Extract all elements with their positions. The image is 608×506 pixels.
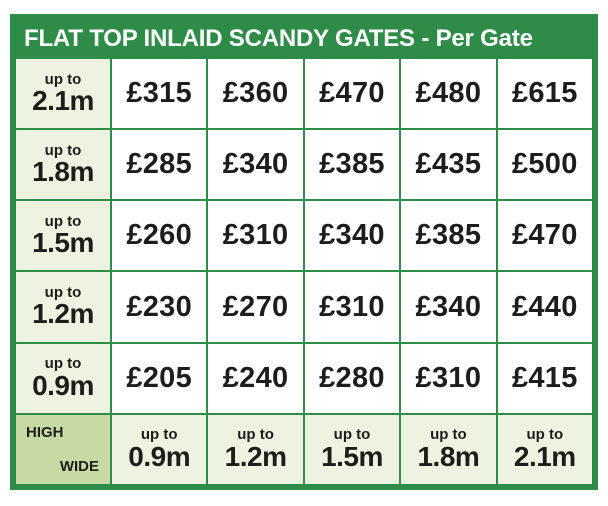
row-header-height: up to 1.5m xyxy=(16,201,110,271)
price-cell: £340 xyxy=(304,201,400,271)
height-value: 2.1m xyxy=(32,84,94,116)
price-cell: £435 xyxy=(401,130,496,200)
width-value: 1.5m xyxy=(321,440,383,472)
wide-label: WIDE xyxy=(59,457,99,475)
price-cell: £360 xyxy=(208,59,303,129)
height-value: 1.2m xyxy=(32,298,94,330)
price-cell: £340 xyxy=(401,272,496,342)
price-cell: £270 xyxy=(208,272,303,342)
price-cell: £385 xyxy=(304,130,400,200)
up-to-label: up to xyxy=(237,426,274,444)
price-cell: £470 xyxy=(304,59,400,129)
column-header-width: up to 1.8m xyxy=(401,414,496,484)
price-cell: £500 xyxy=(497,130,592,200)
price-cell: £340 xyxy=(208,130,303,200)
up-to-label: up to xyxy=(140,426,178,444)
price-cell: £230 xyxy=(112,272,207,342)
up-to-label: up to xyxy=(333,426,371,444)
width-value: 1.8m xyxy=(417,440,480,472)
price-cell: £310 xyxy=(304,272,400,342)
price-cell: £415 xyxy=(497,343,592,413)
up-to-label: up to xyxy=(44,355,82,373)
width-value: 1.2m xyxy=(224,440,287,472)
height-value: 1.5m xyxy=(32,227,94,259)
price-cell: £260 xyxy=(112,201,207,271)
price-cell: £285 xyxy=(112,130,207,200)
corner-high-wide-cell: HIGH WIDE xyxy=(16,414,110,484)
price-cell: £310 xyxy=(208,201,303,271)
height-value: 1.8m xyxy=(32,156,94,188)
gate-price-table: FLAT TOP INLAID SCANDY GATES - Per Gate … xyxy=(10,14,598,490)
column-header-width: up to 0.9m xyxy=(112,414,207,484)
up-to-label: up to xyxy=(526,426,564,444)
up-to-label: up to xyxy=(44,284,82,302)
table-title: FLAT TOP INLAID SCANDY GATES - Per Gate xyxy=(16,20,592,57)
price-cell: £385 xyxy=(401,201,496,271)
width-value: 0.9m xyxy=(128,440,191,472)
row-header-height: up to 0.9m xyxy=(16,343,110,413)
price-cell: £615 xyxy=(497,59,592,129)
row-header-height: up to 2.1m xyxy=(16,59,110,129)
width-value: 2.1m xyxy=(513,440,576,472)
price-cell: £470 xyxy=(497,201,592,271)
column-header-width: up to 2.1m xyxy=(497,414,592,484)
price-cell: £205 xyxy=(112,343,207,413)
up-to-label: up to xyxy=(44,212,82,230)
column-header-width: up to 1.2m xyxy=(208,414,303,484)
row-header-height: up to 1.8m xyxy=(16,130,110,200)
row-header-height: up to 1.2m xyxy=(16,272,110,342)
price-cell: £480 xyxy=(401,59,496,129)
up-to-label: up to xyxy=(44,141,82,159)
up-to-label: up to xyxy=(430,426,467,444)
height-value: 0.9m xyxy=(32,369,94,401)
column-header-width: up to 1.5m xyxy=(304,414,400,484)
price-cell: £310 xyxy=(401,343,496,413)
price-cell: £240 xyxy=(208,343,303,413)
high-label: HIGH xyxy=(26,423,64,441)
up-to-label: up to xyxy=(44,70,82,88)
price-cell: £440 xyxy=(497,272,592,342)
price-cell: £315 xyxy=(112,59,207,129)
price-cell: £280 xyxy=(304,343,400,413)
